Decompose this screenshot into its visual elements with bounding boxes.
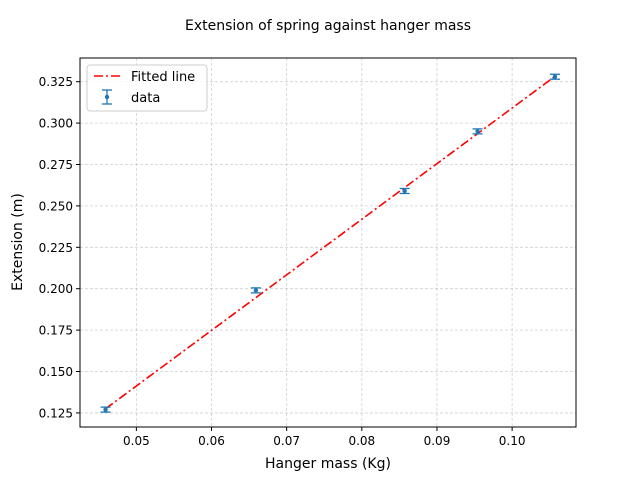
y-tick-label: 0.175	[39, 324, 73, 338]
x-axis-label: Hanger mass (Kg)	[265, 456, 391, 472]
y-tick-label: 0.275	[39, 158, 73, 172]
x-tick-label: 0.07	[273, 434, 300, 448]
y-axis: 0.125 0.150 0.175 0.200 0.225 0.250 0.275 0.300…	[39, 75, 80, 420]
x-tick-label: 0.08	[348, 434, 375, 448]
legend-data-label: data	[131, 91, 160, 106]
legend: Fitted line data	[86, 64, 208, 112]
y-axis-label: Extension (m)	[10, 193, 26, 291]
y-tick-label: 0.250	[39, 199, 73, 213]
legend-fitted-line-label: Fitted line	[131, 70, 195, 85]
data-points-layer	[100, 73, 560, 413]
legend-data-swatch	[102, 89, 112, 105]
y-tick-label: 0.300	[39, 117, 73, 131]
y-tick-label: 0.150	[39, 365, 73, 379]
x-axis: 0.05 0.06 0.07 0.08 0.09 0.10	[123, 427, 525, 448]
axes-frame	[79, 57, 577, 428]
y-tick-label: 0.200	[39, 282, 73, 296]
y-tick-label: 0.125	[39, 406, 73, 420]
x-tick-label: 0.06	[198, 434, 225, 448]
fitted-line-segment	[105, 75, 556, 410]
y-tick-label: 0.225	[39, 241, 73, 255]
y-tick-label: 0.325	[39, 75, 73, 89]
x-tick-label: 0.09	[424, 434, 451, 448]
data-point	[402, 188, 407, 194]
chart-title: Extension of spring against hanger mass	[185, 18, 471, 34]
data-point	[103, 407, 108, 412]
x-tick-label: 0.05	[123, 434, 150, 448]
data-point	[475, 129, 480, 134]
x-tick-label: 0.10	[499, 434, 526, 448]
legend-data-marker	[104, 94, 110, 100]
data-point	[552, 74, 558, 79]
data-point	[253, 288, 259, 293]
fitted-line-layer	[105, 75, 556, 410]
